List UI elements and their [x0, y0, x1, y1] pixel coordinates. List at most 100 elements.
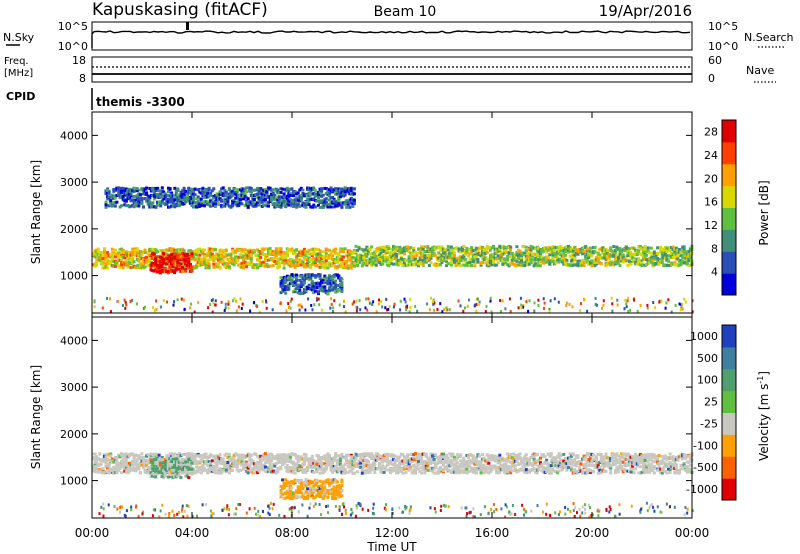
- range-cell: [313, 303, 316, 307]
- range-cell: [299, 186, 303, 190]
- range-cell: [106, 296, 108, 300]
- range-cell: [120, 460, 124, 463]
- range-cell: [192, 205, 195, 209]
- range-cell: [234, 202, 238, 206]
- range-cell: [121, 186, 125, 190]
- range-cell: [271, 469, 275, 473]
- range-cell: [287, 305, 290, 309]
- range-cell: [268, 247, 272, 251]
- range-cell: [237, 255, 241, 259]
- range-cell: [298, 458, 302, 462]
- freq-right-tick-top: 60: [708, 54, 722, 67]
- range-cell: [221, 469, 225, 473]
- range-cell: [129, 193, 133, 197]
- range-cell: [199, 454, 203, 457]
- range-cell: [202, 460, 206, 464]
- range-cell: [174, 252, 178, 256]
- range-cell: [321, 193, 325, 197]
- range-cell: [220, 255, 224, 259]
- range-cell: [131, 198, 135, 202]
- range-cell: [610, 261, 614, 265]
- range-cell: [252, 471, 256, 475]
- range-cell: [532, 264, 536, 268]
- range-cell: [192, 256, 195, 260]
- range-cell: [184, 262, 188, 266]
- range-cell: [443, 251, 447, 255]
- range-cell: [404, 263, 408, 267]
- range-cell: [165, 270, 169, 274]
- range-cell: [207, 188, 211, 192]
- range-cell: [417, 261, 420, 265]
- range-cell: [271, 202, 275, 206]
- range-cell: [242, 467, 245, 471]
- range-cell: [220, 459, 224, 463]
- range-cell: [371, 260, 375, 264]
- range-cell: [265, 469, 269, 473]
- range-cell: [529, 261, 533, 265]
- range-cell: [267, 252, 270, 256]
- range-cell: [242, 248, 245, 252]
- range-cell: [377, 258, 381, 262]
- range-cell: [359, 260, 363, 264]
- range-cell: [595, 256, 599, 260]
- range-cell: [627, 251, 631, 255]
- range-cell: [132, 189, 136, 193]
- range-cell: [212, 301, 215, 305]
- range-cell: [681, 302, 684, 306]
- range-cell: [637, 249, 641, 253]
- range-cell: [379, 245, 383, 249]
- range-cell: [352, 192, 356, 196]
- range-cell: [312, 284, 316, 288]
- range-cell: [288, 194, 292, 197]
- range-cell: [312, 290, 316, 294]
- range-cell: [362, 262, 366, 266]
- range-cell: [124, 466, 128, 470]
- range-cell: [170, 249, 174, 253]
- range-cell: [126, 462, 130, 466]
- range-cell: [345, 456, 349, 459]
- range-cell: [173, 186, 177, 190]
- range-cell: [271, 308, 274, 312]
- range-cell: [527, 252, 531, 256]
- range-cell: [124, 260, 128, 264]
- range-cell: [643, 245, 647, 249]
- range-cell: [158, 260, 162, 264]
- range-cell: [537, 298, 540, 302]
- range-cell: [684, 254, 688, 258]
- range-cell: [496, 249, 500, 253]
- range-cell: [212, 464, 216, 468]
- range-cell: [329, 256, 333, 260]
- range-cell: [387, 261, 391, 265]
- range-cell: [601, 306, 603, 310]
- range-cell: [365, 297, 368, 301]
- range-cell: [224, 462, 228, 465]
- range-cell: [446, 252, 450, 256]
- range-cell: [220, 471, 224, 475]
- range-cell: [123, 456, 127, 460]
- range-cell: [129, 204, 133, 208]
- range-cell: [337, 284, 341, 287]
- range-cell: [198, 261, 202, 264]
- range-cell: [521, 264, 525, 268]
- range-cell: [495, 247, 499, 251]
- range-cell: [265, 300, 268, 304]
- range-cell: [256, 266, 260, 270]
- range-cell: [302, 290, 306, 294]
- range-cell: [513, 263, 517, 267]
- range-cell: [224, 254, 228, 258]
- range-cell: [124, 193, 128, 197]
- range-cell: [179, 192, 183, 196]
- range-cell: [284, 256, 288, 260]
- range-cell: [365, 259, 369, 262]
- range-cell: [386, 308, 388, 312]
- range-cell: [270, 459, 274, 462]
- range-cell: [124, 191, 128, 195]
- range-cell: [273, 260, 277, 263]
- range-cell: [542, 261, 545, 265]
- range-cell: [621, 253, 625, 257]
- range-cell: [363, 250, 367, 254]
- range-cell: [274, 462, 278, 465]
- range-cell: [304, 467, 308, 471]
- range-cell: [199, 198, 203, 201]
- range-cell: [542, 297, 545, 301]
